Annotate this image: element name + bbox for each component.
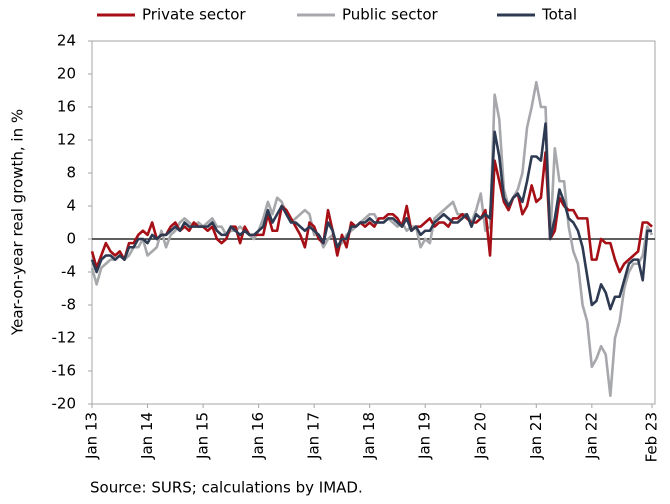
y-tick-label: -20 xyxy=(52,395,77,413)
y-tick-label: 24 xyxy=(57,32,76,50)
y-tick-label: -12 xyxy=(52,329,77,347)
y-tick-label: 16 xyxy=(57,98,76,116)
x-tick-label: Jan 17 xyxy=(305,412,323,460)
x-tick-label: Feb 23 xyxy=(643,412,661,462)
x-tick-label: Jan 16 xyxy=(249,412,267,460)
plot-frame xyxy=(91,40,656,405)
y-tick-label: 4 xyxy=(66,197,76,215)
x-tick-label: Jan 21 xyxy=(527,412,545,460)
x-tick-label: Jan 20 xyxy=(471,412,489,460)
series-line xyxy=(90,122,652,311)
y-tick-label: -4 xyxy=(61,263,76,281)
y-tick-label: -8 xyxy=(61,296,76,314)
y-axis-label: Year-on-year real growth, in % xyxy=(9,109,27,336)
series-line xyxy=(90,151,653,274)
y-tick-label: -16 xyxy=(52,362,77,380)
source-note: Source: SURS; calculations by IMAD. xyxy=(90,479,363,497)
x-tick-label: Jan 14 xyxy=(138,412,156,460)
legend-label: Private sector xyxy=(142,6,246,24)
legend-label: Public sector xyxy=(342,6,439,24)
x-tick-label: Jan 22 xyxy=(582,412,600,460)
legend-label: Total xyxy=(541,6,577,24)
y-tick-label: 0 xyxy=(66,230,76,248)
y-tick-label: 20 xyxy=(57,65,76,83)
x-tick-label: Jan 19 xyxy=(416,412,434,460)
x-tick-label: Jan 18 xyxy=(360,412,378,460)
y-tick-label: 8 xyxy=(66,164,76,182)
series-line xyxy=(90,80,654,398)
y-tick-label: 12 xyxy=(57,131,76,149)
x-tick-label: Jan 15 xyxy=(194,412,212,460)
x-tick-label: Jan 13 xyxy=(83,412,101,460)
